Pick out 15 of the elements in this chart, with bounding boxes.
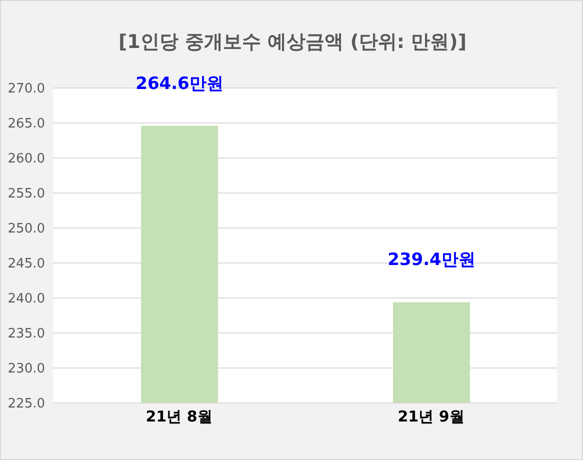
y-tick-label: 260.0 [8, 152, 45, 167]
y-tick-label: 245.0 [8, 256, 45, 272]
y-tick-label: 250.0 [8, 222, 45, 237]
y-tick-label: 230.0 [8, 362, 45, 377]
data-label: 264.6만원 [136, 74, 224, 94]
y-tick-label: 270.0 [8, 82, 45, 97]
chart-title: [1인당 중개보수 예상금액 (단위: 만원)] [117, 30, 468, 55]
y-tick-label: 235.0 [8, 326, 45, 342]
data-label: 239.4만원 [388, 250, 476, 270]
y-tick-label: 240.0 [8, 292, 45, 307]
x-tick-label: 21년 9월 [398, 408, 464, 426]
y-tick-label: 255.0 [8, 186, 45, 202]
x-tick-label: 21년 8월 [146, 408, 212, 426]
y-tick-label: 225.0 [8, 396, 45, 412]
y-tick-label: 265.0 [8, 116, 45, 132]
